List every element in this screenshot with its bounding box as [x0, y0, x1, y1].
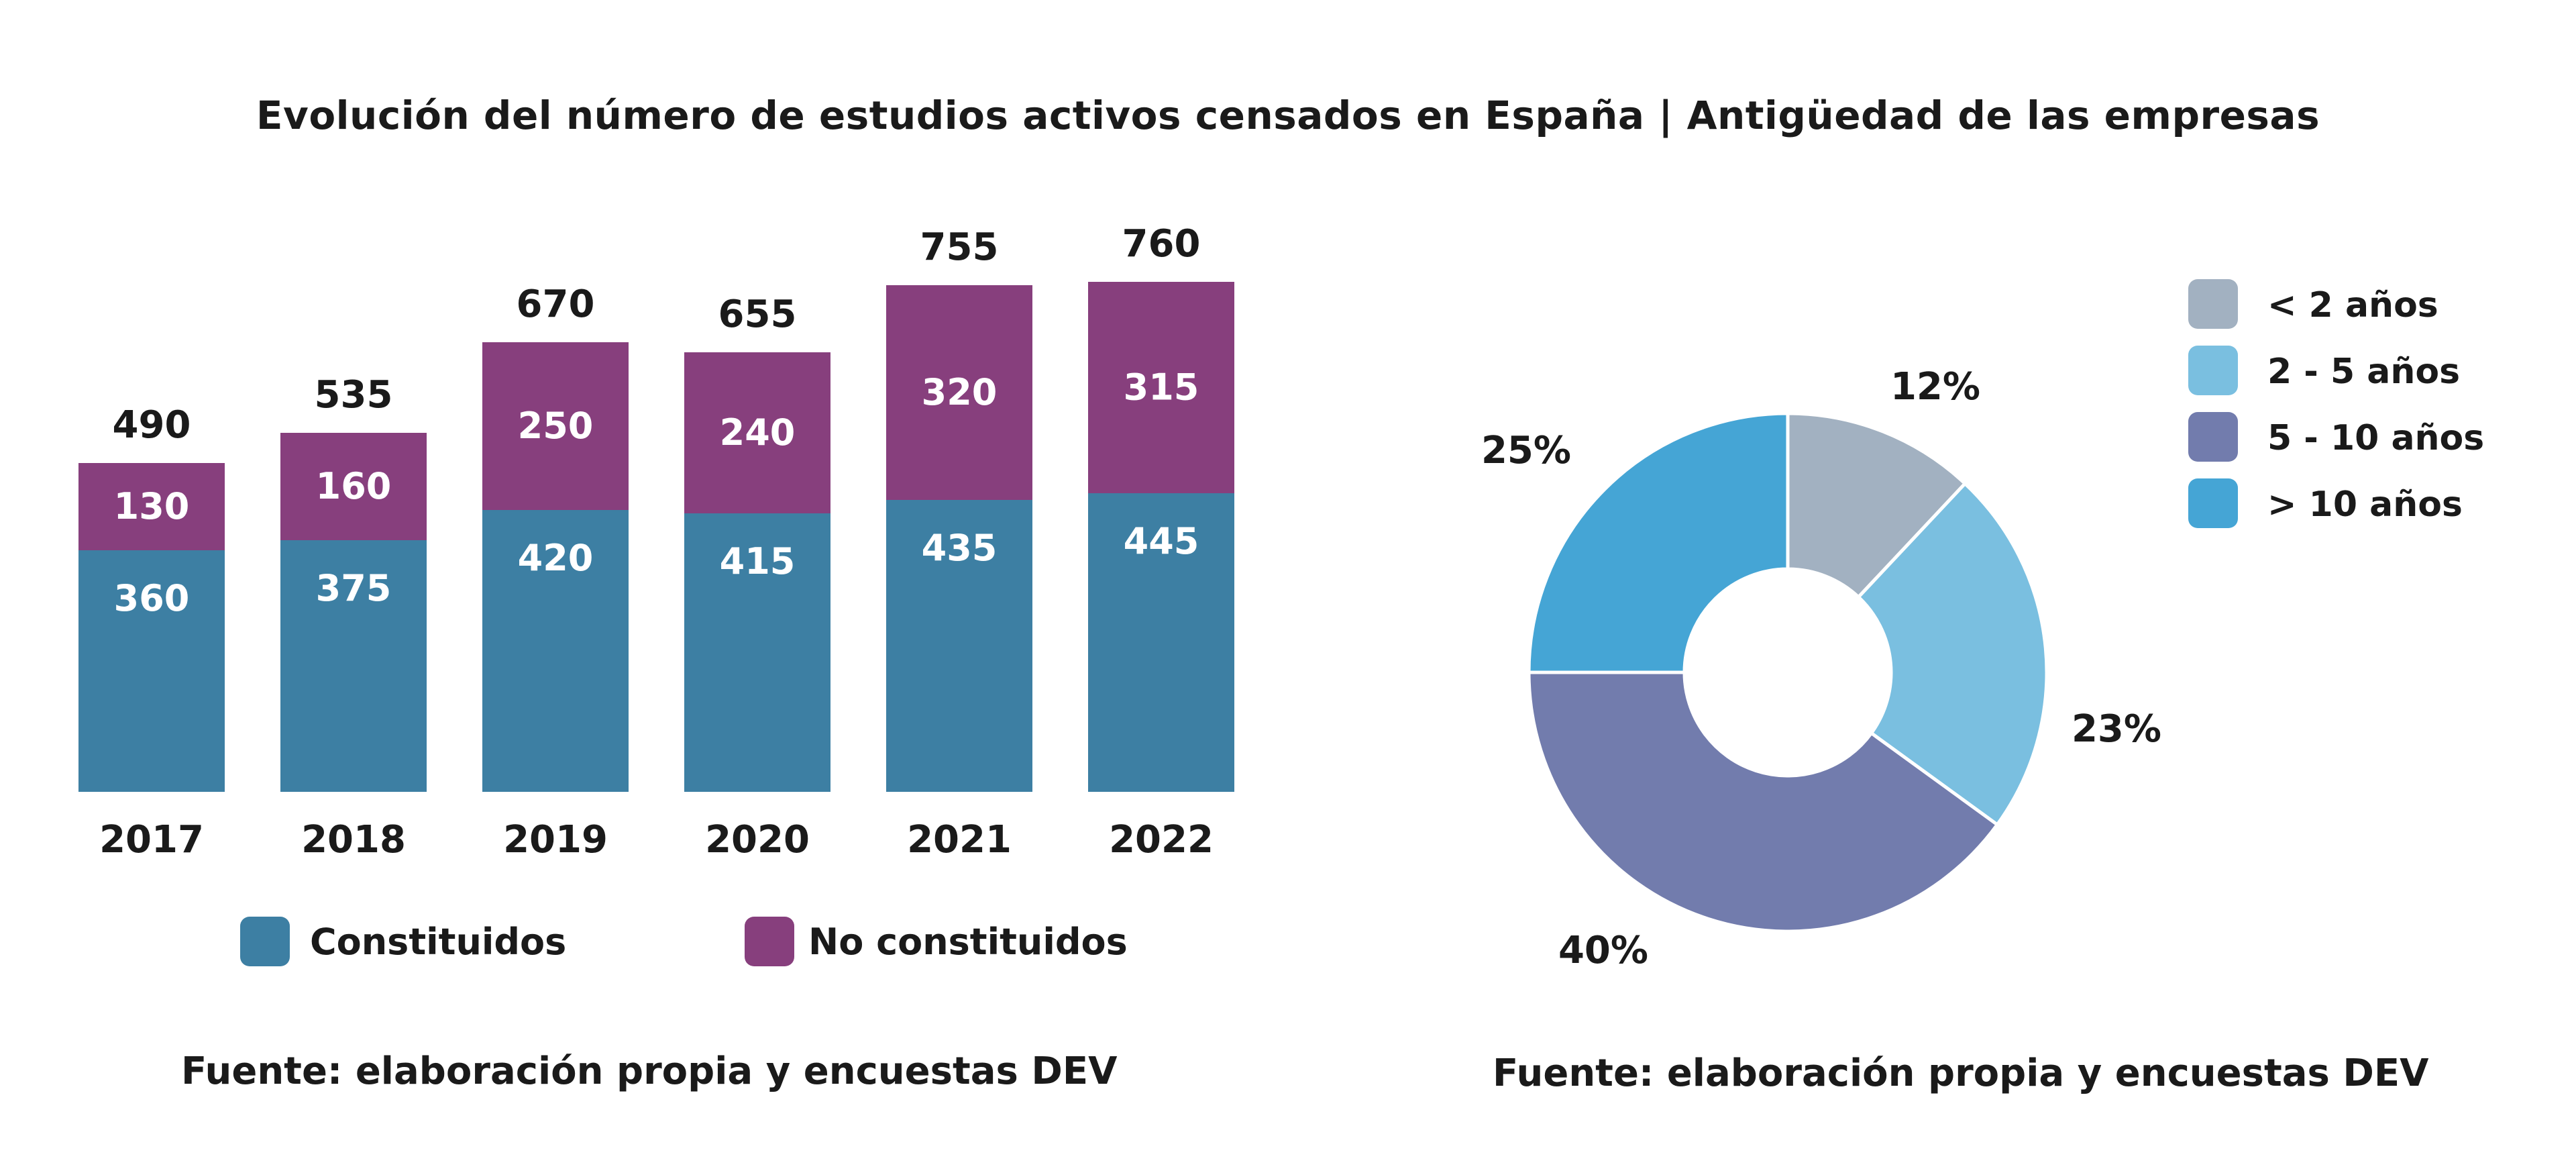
bar-constituidos-2018: [280, 540, 427, 792]
legend-label-age-2: 2 - 5 años: [2267, 352, 2460, 392]
total-label-2020: 655: [718, 293, 797, 336]
value-label-no-constituidos-2020: 240: [720, 411, 796, 454]
total-label-2019: 670: [517, 283, 595, 326]
value-label-no-constituidos-2021: 320: [922, 371, 998, 413]
x-tick-label-2017: 2017: [99, 818, 204, 862]
value-label-no-constituidos-2022: 315: [1124, 366, 1199, 409]
donut-slice-3: [1527, 670, 2000, 933]
bar-chart-source: Fuente: elaboración propia y encuestas D…: [181, 1050, 1118, 1093]
donut-chart: 12% 23% 40% 25% < 2 años 2 - 5 años 5 - 10 año…: [1481, 279, 2484, 972]
bar-no-constituidos-2022: [1088, 282, 1234, 493]
legend-swatch-age-1: [2188, 279, 2238, 329]
x-tick-label-2022: 2022: [1109, 818, 1214, 862]
total-label-2021: 755: [920, 225, 999, 269]
x-tick-label-2019: 2019: [503, 818, 608, 862]
donut-value-label-2: 23%: [2072, 707, 2161, 751]
donut-slice-1: [1786, 411, 1968, 600]
value-label-constituidos-2020: 415: [720, 540, 796, 582]
bar-no-constituidos-2018: [280, 433, 427, 540]
legend-swatch-no-constituidos: [745, 917, 794, 966]
donut-value-label-1: 12%: [1890, 365, 1980, 409]
bar-constituidos-2022: [1088, 493, 1234, 792]
total-label-2022: 760: [1122, 222, 1201, 266]
bar-no-constituidos-2017: [78, 463, 225, 550]
value-label-constituidos-2019: 420: [518, 537, 594, 579]
x-tick-label-2020: 2020: [705, 818, 810, 862]
legend-swatch-age-3: [2188, 412, 2238, 462]
legend-label-no-constituidos: No constituidos: [808, 921, 1128, 963]
value-label-no-constituidos-2019: 250: [518, 405, 594, 447]
chart-title: Evolución del número de estudios activos…: [256, 93, 2320, 138]
legend-swatch-constituidos: [240, 917, 290, 966]
total-label-2017: 490: [113, 403, 191, 447]
total-label-2018: 535: [315, 373, 393, 417]
bar-constituidos-2019: [482, 510, 629, 792]
legend-swatch-age-4: [2188, 478, 2238, 528]
x-tick-label-2018: 2018: [301, 818, 406, 862]
value-label-constituidos-2022: 445: [1124, 520, 1199, 562]
legend-label-age-4: > 10 años: [2267, 484, 2463, 525]
bar-no-constituidos-2019: [482, 342, 629, 510]
value-label-constituidos-2021: 435: [922, 527, 998, 569]
stacked-bar-chart: 360 130 490 2017 375 160 535 2018 420 250 670 2019 4…: [78, 222, 1234, 966]
x-tick-label-2021: 2021: [907, 818, 1012, 862]
value-label-constituidos-2017: 360: [114, 577, 190, 619]
legend-label-age-3: 5 - 10 años: [2267, 418, 2484, 458]
donut-slice-4: [1527, 411, 1790, 674]
bar-constituidos-2017: [78, 550, 225, 792]
legend-swatch-age-2: [2188, 346, 2238, 395]
donut-chart-source: Fuente: elaboración propia y encuestas D…: [1493, 1052, 2429, 1095]
legend-label-age-1: < 2 años: [2267, 285, 2438, 325]
donut-value-label-3: 40%: [1558, 929, 1648, 972]
bar-no-constituidos-2021: [886, 285, 1032, 500]
value-label-constituidos-2018: 375: [316, 567, 392, 609]
donut-value-label-4: 25%: [1481, 429, 1571, 472]
donut-slice-2: [1856, 481, 2049, 827]
bar-constituidos-2020: [684, 513, 830, 792]
value-label-no-constituidos-2017: 130: [114, 485, 190, 527]
legend-label-constituidos: Constituidos: [310, 921, 566, 963]
bar-constituidos-2021: [886, 500, 1032, 792]
bar-no-constituidos-2020: [684, 352, 830, 513]
value-label-no-constituidos-2018: 160: [316, 465, 392, 507]
